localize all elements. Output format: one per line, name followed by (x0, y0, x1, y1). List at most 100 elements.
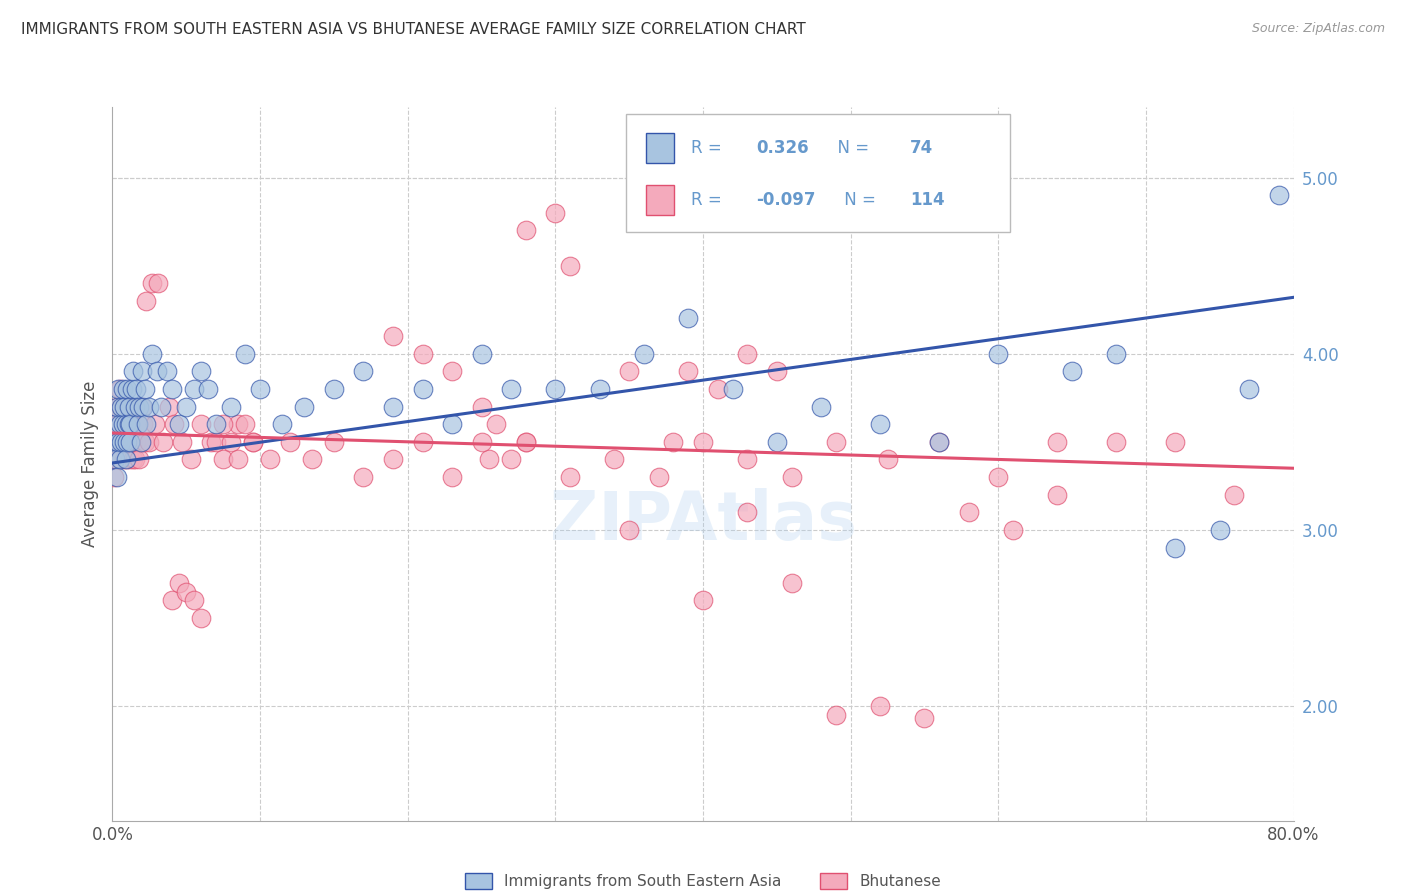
Point (146, 364, 169, 378)
Point (143, 417, 166, 432)
Point (114, 452, 136, 467)
Point (987, 470, 1010, 484)
Point (104, 452, 127, 467)
Point (112, 400, 135, 414)
Point (323, 382, 346, 396)
Point (107, 434, 129, 449)
Point (104, 417, 127, 432)
Point (121, 417, 143, 432)
Point (125, 382, 148, 396)
Point (515, 434, 537, 449)
Point (352, 364, 374, 378)
Point (780, 470, 803, 484)
Point (163, 417, 186, 432)
Point (515, 434, 537, 449)
Point (558, 470, 582, 484)
Point (160, 593, 183, 607)
Point (103, 434, 125, 449)
Point (647, 470, 671, 484)
Point (737, 347, 759, 361)
Point (1164, 541, 1187, 555)
Point (205, 434, 228, 449)
Point (233, 417, 256, 432)
Point (1239, 382, 1261, 396)
Point (441, 364, 464, 378)
Point (105, 400, 128, 414)
Point (323, 434, 346, 449)
Point (111, 417, 134, 432)
Point (737, 452, 759, 467)
Point (1105, 347, 1128, 361)
Point (157, 400, 180, 414)
Point (190, 364, 212, 378)
Point (118, 417, 141, 432)
Point (869, 699, 891, 714)
Point (558, 259, 582, 273)
Point (382, 400, 405, 414)
Point (103, 470, 125, 484)
Point (117, 452, 138, 467)
Point (107, 382, 129, 396)
Text: 0.326: 0.326 (756, 139, 808, 157)
Point (108, 452, 131, 467)
Point (928, 434, 950, 449)
Point (132, 417, 155, 432)
Point (135, 417, 157, 432)
Point (125, 434, 148, 449)
Point (219, 434, 242, 449)
Text: ZIPAtlas: ZIPAtlas (550, 488, 856, 554)
Point (120, 452, 142, 467)
Point (1001, 523, 1024, 537)
Point (515, 223, 537, 237)
Point (104, 452, 127, 467)
Y-axis label: Average Family Size: Average Family Size (80, 381, 98, 547)
Point (108, 434, 131, 449)
Point (117, 434, 138, 449)
Point (180, 452, 202, 467)
Point (129, 434, 152, 449)
Point (212, 417, 235, 432)
Point (766, 364, 789, 378)
FancyBboxPatch shape (626, 114, 1010, 232)
Point (114, 417, 136, 432)
Point (197, 382, 219, 396)
Point (1046, 434, 1069, 449)
Point (134, 434, 156, 449)
Point (928, 434, 950, 449)
Point (110, 400, 132, 414)
Text: IMMIGRANTS FROM SOUTH EASTERN ASIA VS BHUTANESE AVERAGE FAMILY SIZE CORRELATION : IMMIGRANTS FROM SOUTH EASTERN ASIA VS BH… (21, 22, 806, 37)
Point (1105, 434, 1128, 449)
Point (124, 452, 146, 467)
Point (120, 434, 142, 449)
Point (156, 364, 179, 378)
Point (117, 400, 138, 414)
Point (132, 400, 155, 414)
Point (131, 400, 153, 414)
Point (692, 593, 714, 607)
Point (259, 452, 281, 467)
Point (411, 434, 433, 449)
Point (190, 611, 212, 625)
Point (678, 311, 700, 326)
Point (128, 452, 150, 467)
Point (271, 417, 294, 432)
Text: N =: N = (839, 191, 882, 209)
Point (112, 400, 135, 414)
Point (110, 400, 132, 414)
Point (249, 382, 271, 396)
Point (152, 434, 174, 449)
Point (470, 400, 494, 414)
Point (824, 434, 846, 449)
Point (174, 400, 197, 414)
Point (619, 364, 641, 378)
Point (212, 452, 235, 467)
Point (124, 417, 146, 432)
Point (118, 434, 141, 449)
Point (114, 434, 136, 449)
Point (110, 452, 132, 467)
Point (957, 505, 980, 519)
Point (692, 434, 714, 449)
Point (441, 417, 464, 432)
Point (233, 347, 256, 361)
Text: N =: N = (827, 139, 875, 157)
